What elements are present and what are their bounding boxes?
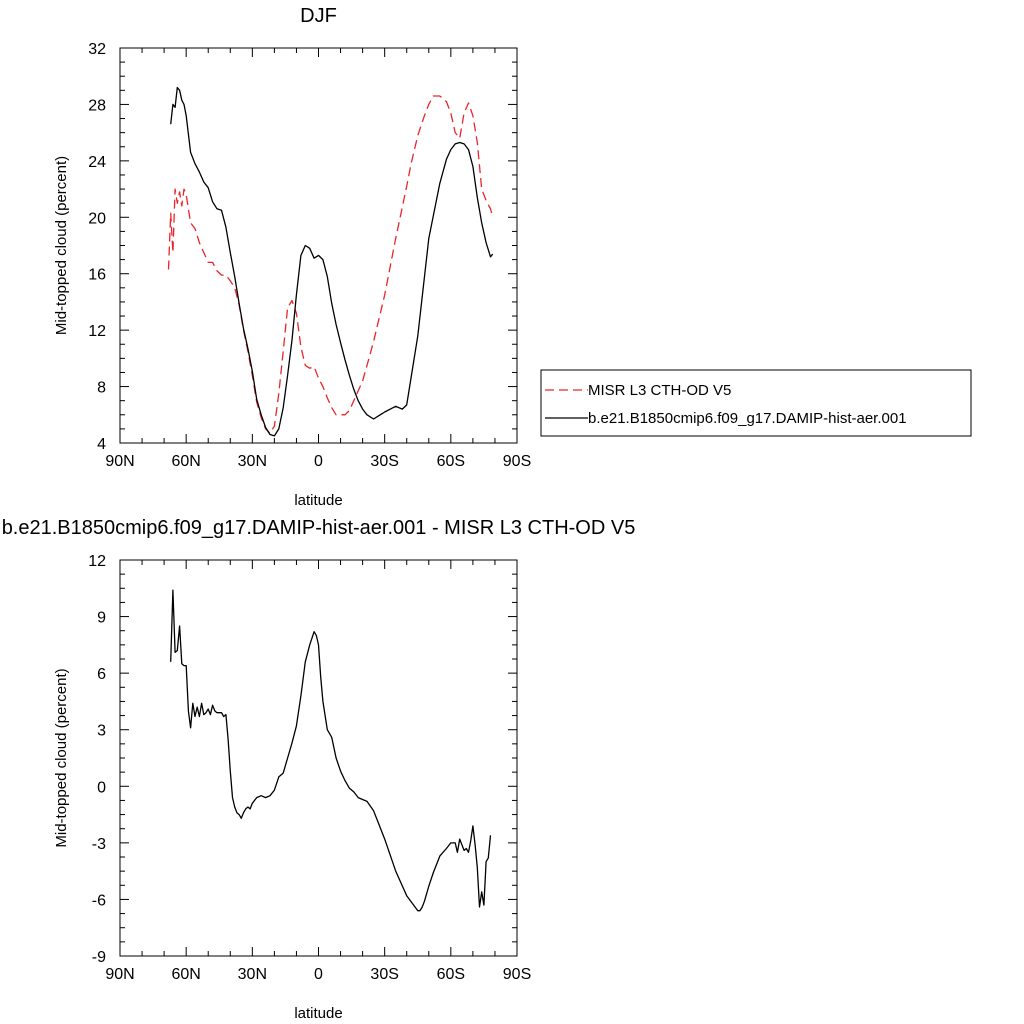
x-tick-label: 60N [171,453,200,470]
y-tick-label: 12 [88,553,106,570]
x-tick-label: 30N [238,453,267,470]
x-tick-label: 90S [503,966,531,983]
legend-box [540,369,972,437]
y-tick-label: -3 [92,836,106,853]
x-axis-label: latitude [294,1005,342,1022]
bottom-panel: b.e21.B1850cmip6.f09_g17.DAMIP-hist-aer.… [2,517,636,1022]
legend-entry: b.e21.B1850cmip6.f09_g17.DAMIP-hist-aer.… [588,410,907,427]
y-tick-label: 3 [97,723,106,740]
x-tick-label: 90S [503,453,531,470]
top-panel: DJF 90N 60N 30N 0 30S 60S 90S 4 8 12 16 20 24 28 32 lati… [53,5,531,509]
y-tick-label: 8 [97,380,106,397]
y-axis-label: Mid-topped cloud (percent) [53,156,70,335]
x-tick-label: 0 [314,966,323,983]
x-tick-label: 60N [171,966,200,983]
y-tick-label: -6 [92,892,106,909]
x-tick-label: 0 [314,453,323,470]
plot-frame [119,559,518,957]
x-tick-label: 90N [105,453,134,470]
y-tick-label: 16 [88,267,106,284]
y-tick-label: 12 [88,323,106,340]
y-tick-label: -9 [92,949,106,966]
y-tick-label: 6 [97,666,106,683]
y-tick-label: 20 [88,210,106,227]
x-tick-label: 30S [370,453,398,470]
chart-title: DJF [300,5,337,27]
legend: MISR L3 CTH-OD V5 b.e21.B1850cmip6.f09_g1… [540,369,972,437]
y-tick-label: 9 [97,610,106,627]
x-tick-label: 60S [437,453,465,470]
x-tick-label: 30S [370,966,398,983]
series-line-misr-l3-cth-od-v5 [167,95,494,434]
legend-entry: MISR L3 CTH-OD V5 [588,382,731,399]
y-tick-label: 32 [88,41,106,58]
x-tick-label: 30N [238,966,267,983]
chart-title: b.e21.B1850cmip6.f09_g17.DAMIP-hist-aer.… [2,517,636,539]
plot-frame [119,47,518,444]
y-tick-label: 4 [97,436,106,453]
y-tick-label: 28 [88,97,106,114]
series-line-difference [170,589,492,912]
y-tick-label: 24 [88,154,106,171]
x-axis-label: latitude [294,492,342,509]
x-tick-label: 60S [437,966,465,983]
series-line-b-e21-b1850cmip6-f09-g17-damip-hist-aer-001 [170,86,494,437]
x-tick-label: 90N [105,966,134,983]
y-axis-label: Mid-topped cloud (percent) [53,668,70,847]
y-tick-label: 0 [97,779,106,796]
